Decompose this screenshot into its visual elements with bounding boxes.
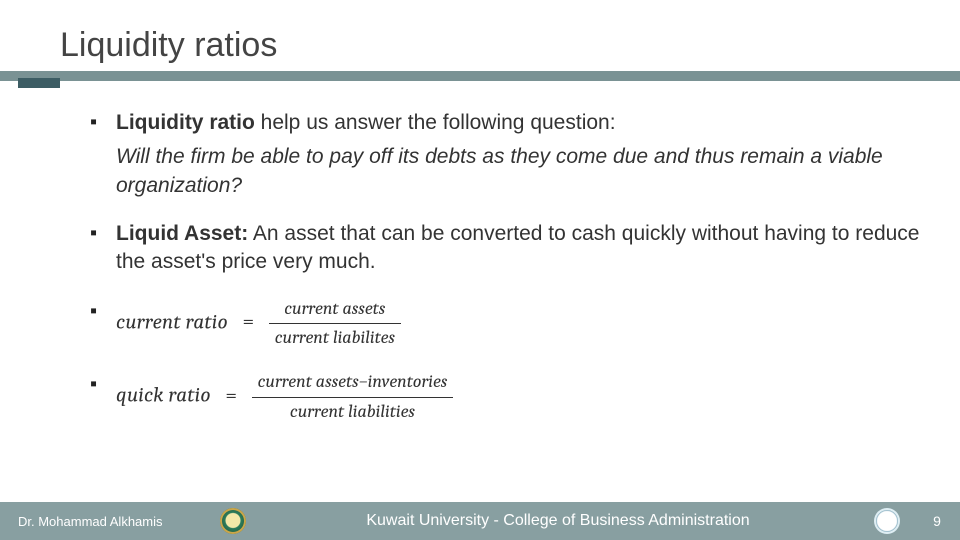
bullet-current-ratio: current ratio = current assets current l… bbox=[90, 297, 924, 351]
intro-question: Will the firm be able to pay off its deb… bbox=[116, 143, 924, 200]
accreditation-badge-icon bbox=[874, 508, 900, 534]
university-seal-icon bbox=[220, 508, 246, 534]
quick-ratio-numerator: current assets−inventories bbox=[252, 370, 454, 397]
equals-sign: = bbox=[225, 384, 237, 408]
current-ratio-numerator: current assets bbox=[269, 297, 401, 324]
intro-rest: help us answer the following question: bbox=[255, 111, 616, 134]
quick-ratio-name: quick ratio bbox=[116, 384, 211, 408]
bullet-quick-ratio: quick ratio = current assets−inventories… bbox=[90, 370, 924, 424]
definition-term: Liquid Asset: bbox=[116, 222, 248, 245]
quick-ratio-denominator: current liabilities bbox=[252, 398, 454, 424]
current-ratio-name: current ratio bbox=[116, 310, 228, 334]
quick-ratio-fraction: current assets−inventories current liabi… bbox=[252, 370, 454, 424]
slide-container: Liquidity ratios Liquidity ratio help us… bbox=[0, 0, 960, 540]
footer-bar: Dr. Mohammad Alkhamis Kuwait University … bbox=[0, 502, 960, 540]
bullet-intro: Liquidity ratio help us answer the follo… bbox=[90, 109, 924, 200]
current-ratio-fraction: current assets current liabilites bbox=[269, 297, 401, 351]
title-underline bbox=[0, 71, 960, 81]
slide-title: Liquidity ratios bbox=[0, 0, 960, 69]
current-ratio-denominator: current liabilites bbox=[269, 324, 401, 350]
intro-bold-term: Liquidity ratio bbox=[116, 111, 255, 134]
content-area: Liquidity ratio help us answer the follo… bbox=[0, 81, 960, 502]
bullet-definition: Liquid Asset: An asset that can be conve… bbox=[90, 220, 924, 277]
equals-sign: = bbox=[242, 310, 254, 334]
footer-org: Kuwait University - College of Business … bbox=[256, 512, 860, 530]
footer-author: Dr. Mohammad Alkhamis bbox=[0, 514, 210, 529]
title-accent-block bbox=[18, 78, 60, 88]
footer-page-number: 9 bbox=[914, 513, 960, 529]
